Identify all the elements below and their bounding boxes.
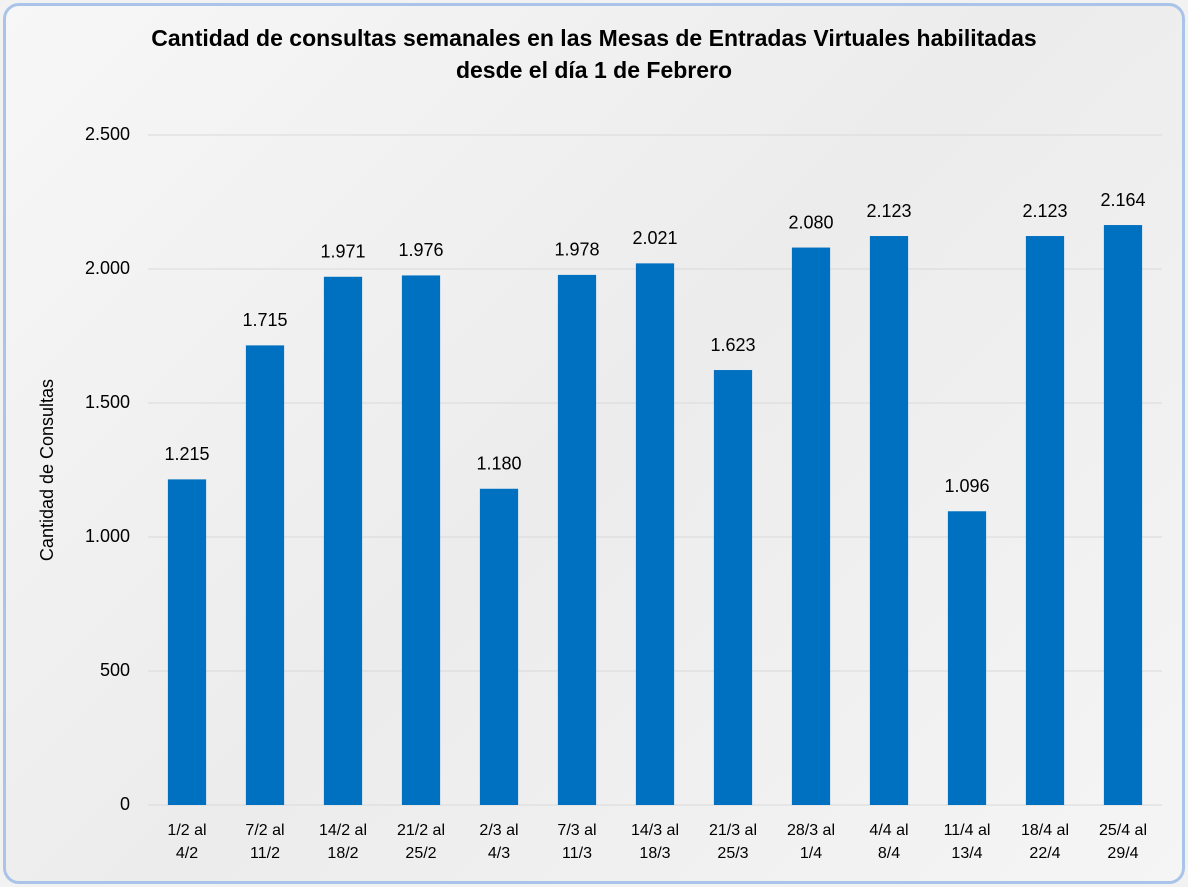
x-tick-line: 28/3 al bbox=[787, 822, 835, 839]
value-label: 1.180 bbox=[476, 454, 521, 474]
x-tick-label: 25/4 al 29/4 bbox=[1099, 822, 1147, 862]
x-tick-line: 4/2 bbox=[176, 845, 198, 862]
x-tick-line: 14/3 al bbox=[631, 822, 679, 839]
bar bbox=[635, 263, 675, 805]
value-label: 1.623 bbox=[710, 335, 755, 355]
x-tick-line: 13/4 bbox=[951, 845, 982, 862]
value-label: 1.971 bbox=[320, 242, 365, 262]
x-tick-line: 7/2 al bbox=[245, 822, 284, 839]
bar bbox=[1103, 225, 1143, 806]
bar bbox=[401, 275, 441, 805]
x-tick-line: 11/4 al bbox=[944, 822, 991, 839]
x-tick-line: 14/2 al bbox=[319, 822, 367, 839]
x-tick-line: 11/3 bbox=[562, 845, 592, 862]
y-tick-label: 1.000 bbox=[85, 526, 130, 546]
value-label: 2.123 bbox=[866, 201, 911, 221]
value-label: 1.215 bbox=[164, 444, 209, 464]
value-label: 1.096 bbox=[944, 476, 989, 496]
bar bbox=[479, 488, 519, 805]
value-label: 2.123 bbox=[1022, 201, 1067, 221]
value-label: 2.080 bbox=[788, 212, 833, 232]
x-tick-label: 28/3 al 1/4 bbox=[787, 822, 835, 862]
x-tick-line: 29/4 bbox=[1107, 845, 1138, 862]
y-tick-label: 0 bbox=[120, 794, 130, 814]
value-label: 2.021 bbox=[632, 228, 677, 248]
value-label: 1.976 bbox=[398, 240, 443, 260]
x-tick-line: 18/4 al bbox=[1021, 822, 1069, 839]
x-tick-line: 18/3 bbox=[639, 845, 670, 862]
y-tick-label: 2.000 bbox=[85, 258, 130, 278]
x-tick-label: 2/3 al 4/3 bbox=[479, 822, 518, 862]
bar bbox=[947, 511, 987, 805]
bar bbox=[713, 370, 753, 805]
x-tick-line: 4/3 bbox=[488, 845, 510, 862]
bar bbox=[323, 276, 363, 806]
x-tick-label: 1/2 al 4/2 bbox=[167, 822, 206, 862]
x-tick-line: 8/4 bbox=[878, 845, 900, 862]
x-tick-line: 11/2 bbox=[250, 845, 280, 862]
value-label: 1.715 bbox=[242, 310, 287, 330]
x-tick-line: 1/2 al bbox=[167, 822, 206, 839]
x-tick-line: 21/2 al bbox=[397, 822, 445, 839]
value-label: 1.978 bbox=[554, 240, 599, 260]
bar bbox=[557, 274, 597, 805]
x-tick-label: 4/4 al 8/4 bbox=[869, 822, 908, 862]
x-tick-label: 11/4 al 13/4 bbox=[944, 822, 991, 862]
bar bbox=[869, 236, 909, 805]
x-tick-line: 25/3 bbox=[717, 845, 748, 862]
x-tick-line: 2/3 al bbox=[479, 822, 518, 839]
chart-title: Cantidad de consultas semanales en las M… bbox=[151, 25, 1037, 83]
y-tick-label: 500 bbox=[100, 660, 130, 680]
x-tick-label: 7/2 al 11/2 bbox=[245, 822, 284, 862]
x-tick-label: 14/2 al 18/2 bbox=[319, 822, 367, 862]
value-label: 2.164 bbox=[1100, 190, 1145, 210]
y-tick-label: 1.500 bbox=[85, 392, 130, 412]
bar bbox=[1025, 236, 1065, 805]
x-tick-line: 1/4 bbox=[800, 845, 822, 862]
bar bbox=[791, 247, 831, 805]
x-tick-label: 21/2 al 25/2 bbox=[397, 822, 445, 862]
x-tick-line: 18/2 bbox=[327, 845, 358, 862]
x-tick-line: 25/4 al bbox=[1099, 822, 1147, 839]
x-tick-line: 7/3 al bbox=[557, 822, 596, 839]
bar bbox=[245, 345, 285, 805]
x-tick-line: 25/2 bbox=[405, 845, 436, 862]
x-tick-label: 7/3 al 11/3 bbox=[557, 822, 596, 862]
y-tick-label: 2.500 bbox=[85, 124, 130, 144]
x-tick-line: 4/4 al bbox=[869, 822, 908, 839]
x-tick-line: 22/4 bbox=[1029, 845, 1060, 862]
x-tick-label: 14/3 al 18/3 bbox=[631, 822, 679, 862]
bar bbox=[167, 479, 207, 805]
x-tick-label: 18/4 al 22/4 bbox=[1021, 822, 1069, 862]
x-tick-line: 21/3 al bbox=[709, 822, 757, 839]
x-tick-label: 21/3 al 25/3 bbox=[709, 822, 757, 862]
y-axis-label: Cantidad de Consultas bbox=[37, 379, 57, 561]
